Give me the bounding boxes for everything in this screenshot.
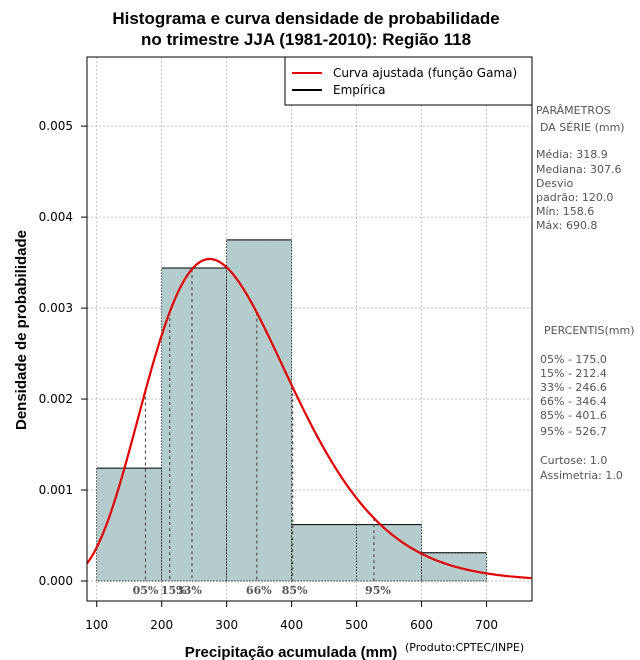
x-tick-label-500: 500 [345, 618, 368, 632]
legend: Curva ajustada (função Gama) Empírica [284, 56, 533, 106]
x-tick-label-300: 300 [215, 618, 238, 632]
curtose: Curtose: 1.0 [540, 454, 607, 467]
y-tick-label-0.003: 0.003 [39, 301, 73, 315]
x-tick-label-700: 700 [475, 618, 498, 632]
percentile-lines: 05% 15%33% 66% 85% 95% [133, 269, 391, 597]
percentiles-panel: PERCENTIS(mm) 05% - 175.0 15% - 212.4 33… [540, 324, 635, 482]
param-desvio-2: padrão: 120.0 [536, 191, 613, 204]
y-tick-label-0.002: 0.002 [39, 392, 73, 406]
x-tick-label-100: 100 [85, 618, 108, 632]
assimetria: Assimetria: 1.0 [540, 469, 623, 482]
percentis-title: PERCENTIS(mm) [544, 324, 635, 337]
percentil-05: 05% - 175.0 [540, 353, 607, 366]
param-desvio-1: Desvio [536, 177, 574, 190]
param-max: Máx: 690.8 [536, 219, 597, 232]
legend-box [284, 56, 533, 106]
percentil-15: 15% - 212.4 [540, 367, 607, 380]
param-min: Mín: 158.6 [536, 205, 594, 218]
y-tick-label-0.005: 0.005 [39, 119, 73, 133]
y-axis: 0.000 0.001 0.002 0.003 0.004 0.005 [39, 119, 87, 588]
gamma-curve [86, 257, 532, 580]
histogram-bar-2 [226, 239, 292, 582]
params-title-1: PARÂMETROS [536, 104, 611, 117]
percentile-label-33%: 33% [176, 584, 202, 597]
percentile-label-85%: 85% [282, 584, 308, 597]
y-tick-label-0.000: 0.000 [39, 574, 73, 588]
percentil-95: 95% - 526.7 [540, 425, 607, 438]
histogram-bar-1 [161, 267, 228, 582]
percentile-label-05%: 05% [133, 584, 159, 597]
param-media: Média: 318.9 [536, 148, 608, 161]
percentile-label-66%: 66% [246, 584, 272, 597]
x-tick-label-400: 400 [280, 618, 303, 632]
y-tick-label-0.004: 0.004 [39, 210, 73, 224]
chart-title-line1: Histograma e curva densidade de probabil… [112, 9, 499, 28]
chart-title-line2: no trimestre JJA (1981-2010): Região 118 [141, 30, 471, 49]
percentil-85: 85% - 401.6 [540, 409, 607, 422]
series-parameters-panel: PARÂMETROS DA SÉRIE (mm) Média: 318.9 Me… [536, 104, 625, 232]
percentile-label-15%: 15% [161, 584, 187, 597]
y-axis-label: Densidade de probabilidade [13, 230, 30, 430]
percentil-33: 33% - 246.6 [540, 381, 607, 394]
y-tick-label-0.001: 0.001 [39, 483, 73, 497]
legend-label-empirical: Empírica [333, 83, 385, 97]
percentil-66: 66% - 346.4 [540, 395, 607, 408]
x-tick-label-200: 200 [150, 618, 173, 632]
x-tick-label-600: 600 [410, 618, 433, 632]
x-axis-label: Precipitação acumulada (mm) [185, 644, 398, 660]
x-axis: 100 200 300 400 500 600 700 [85, 601, 498, 632]
product-credit: (Produto:CPTEC/INPE) [405, 641, 524, 654]
legend-label-curve: Curva ajustada (função Gama) [333, 66, 517, 80]
param-mediana: Mediana: 307.6 [536, 163, 621, 176]
params-title-2: DA SÉRIE (mm) [540, 121, 625, 134]
percentile-label-95%: 95% [365, 584, 391, 597]
